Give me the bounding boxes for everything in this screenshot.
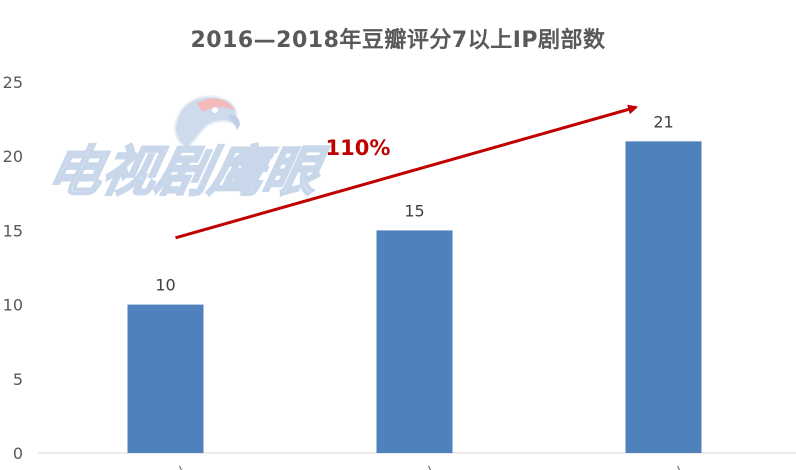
bar-2016 [127,304,204,453]
y-tick-label: 10 [3,296,23,315]
x-tick-mark [677,465,680,470]
watermark-text: 电视剧鹰眼 [42,140,332,203]
y-tick-label: 15 [3,221,23,240]
bar-2018 [625,141,702,454]
growth-arrow [175,104,639,240]
y-tick-label: 20 [3,147,23,166]
growth-annotation: 110% [326,136,391,160]
watermark-logo: 电视剧鹰眼 [41,95,333,204]
chart-title: 2016—2018年豆瓣评分7以上IP剧部数 [190,28,606,53]
data-label: 10 [155,276,175,295]
y-tick-label: 5 [13,370,23,389]
x-tick-mark [179,465,182,470]
bar-2017 [376,230,453,453]
data-label: 21 [653,112,673,131]
data-label: 15 [404,201,424,220]
y-tick-label: 25 [3,73,23,92]
y-tick-label: 0 [13,444,23,463]
x-tick-mark [428,465,431,470]
